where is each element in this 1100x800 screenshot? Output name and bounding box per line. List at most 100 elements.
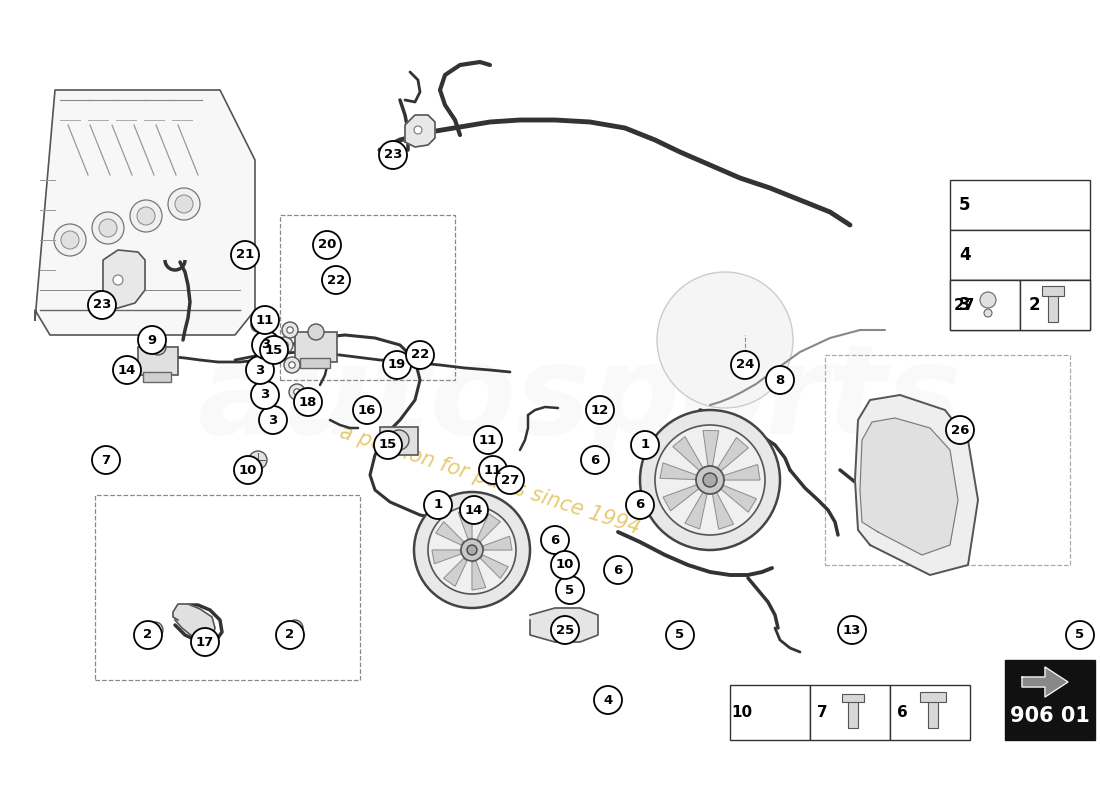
Text: 27: 27 <box>500 474 519 486</box>
Text: autosports: autosports <box>198 339 963 461</box>
Polygon shape <box>855 395 978 575</box>
Circle shape <box>766 366 794 394</box>
Circle shape <box>428 506 516 594</box>
Text: 23: 23 <box>384 149 403 162</box>
Circle shape <box>60 231 79 249</box>
Circle shape <box>1042 202 1048 208</box>
Polygon shape <box>713 492 734 530</box>
Text: 1: 1 <box>433 498 442 511</box>
Bar <box>950 180 1090 230</box>
Bar <box>95 495 360 680</box>
Text: 23: 23 <box>92 298 111 311</box>
Text: 6: 6 <box>614 563 623 577</box>
Text: 6: 6 <box>636 498 645 511</box>
Text: 5: 5 <box>675 629 684 642</box>
Bar <box>950 230 1090 280</box>
Circle shape <box>251 318 265 332</box>
Polygon shape <box>717 438 748 471</box>
Polygon shape <box>35 90 255 335</box>
Polygon shape <box>481 555 508 578</box>
Bar <box>1048 292 1058 322</box>
Circle shape <box>559 619 571 631</box>
Circle shape <box>130 200 162 232</box>
Circle shape <box>478 456 507 484</box>
Polygon shape <box>530 608 598 642</box>
Text: 15: 15 <box>378 438 397 451</box>
Circle shape <box>231 241 258 269</box>
Circle shape <box>703 473 717 487</box>
Circle shape <box>773 701 798 725</box>
Circle shape <box>389 430 409 450</box>
Bar <box>379 427 418 455</box>
Circle shape <box>696 466 724 494</box>
Bar <box>730 685 810 740</box>
Polygon shape <box>724 465 760 480</box>
Text: 3: 3 <box>268 414 277 426</box>
Circle shape <box>483 431 497 445</box>
Polygon shape <box>472 562 486 590</box>
Text: 22: 22 <box>327 274 345 286</box>
Circle shape <box>946 416 974 444</box>
Bar <box>848 698 858 728</box>
Circle shape <box>113 356 141 384</box>
Circle shape <box>138 207 155 225</box>
Polygon shape <box>405 115 435 147</box>
Bar <box>950 280 1090 330</box>
Bar <box>842 694 864 702</box>
Polygon shape <box>459 510 472 538</box>
Circle shape <box>88 291 116 319</box>
Polygon shape <box>1022 667 1068 697</box>
Text: 10: 10 <box>556 558 574 571</box>
Circle shape <box>654 425 764 535</box>
Bar <box>300 358 330 368</box>
Text: 11: 11 <box>256 314 274 326</box>
Circle shape <box>282 342 288 348</box>
Text: 2: 2 <box>285 629 295 642</box>
Text: 11: 11 <box>484 463 502 477</box>
Circle shape <box>92 212 124 244</box>
Circle shape <box>251 381 279 409</box>
Circle shape <box>175 195 192 213</box>
Circle shape <box>406 341 434 369</box>
Bar <box>1020 280 1090 330</box>
Text: 4: 4 <box>604 694 613 706</box>
Text: 3: 3 <box>261 389 270 402</box>
Text: 8: 8 <box>776 374 784 386</box>
Bar <box>825 355 1070 565</box>
Text: 13: 13 <box>843 623 861 637</box>
Polygon shape <box>685 492 707 529</box>
Circle shape <box>282 322 298 338</box>
Text: 18: 18 <box>299 395 317 409</box>
Circle shape <box>314 231 341 259</box>
Text: 17: 17 <box>196 635 214 649</box>
Text: 6: 6 <box>591 454 600 466</box>
Text: 25: 25 <box>556 623 574 637</box>
Bar <box>280 215 455 380</box>
Text: 22: 22 <box>411 349 429 362</box>
Circle shape <box>604 556 632 584</box>
Text: 1: 1 <box>640 438 650 451</box>
Polygon shape <box>477 514 500 542</box>
Circle shape <box>287 620 303 636</box>
Circle shape <box>984 309 992 317</box>
Circle shape <box>468 545 477 555</box>
Text: 6: 6 <box>550 534 560 546</box>
Text: 14: 14 <box>118 363 136 377</box>
Circle shape <box>249 451 267 469</box>
Bar <box>810 685 890 740</box>
Text: 4: 4 <box>959 246 971 264</box>
Circle shape <box>581 446 609 474</box>
Text: 4: 4 <box>1076 686 1085 698</box>
Polygon shape <box>436 522 463 545</box>
Text: 15: 15 <box>265 343 283 357</box>
Circle shape <box>287 326 294 333</box>
Circle shape <box>1066 678 1094 706</box>
Circle shape <box>322 266 350 294</box>
Polygon shape <box>703 430 718 466</box>
Circle shape <box>276 621 304 649</box>
Circle shape <box>379 141 407 169</box>
Polygon shape <box>483 536 512 550</box>
Text: 24: 24 <box>736 358 755 371</box>
Circle shape <box>260 336 288 364</box>
Circle shape <box>460 496 488 524</box>
